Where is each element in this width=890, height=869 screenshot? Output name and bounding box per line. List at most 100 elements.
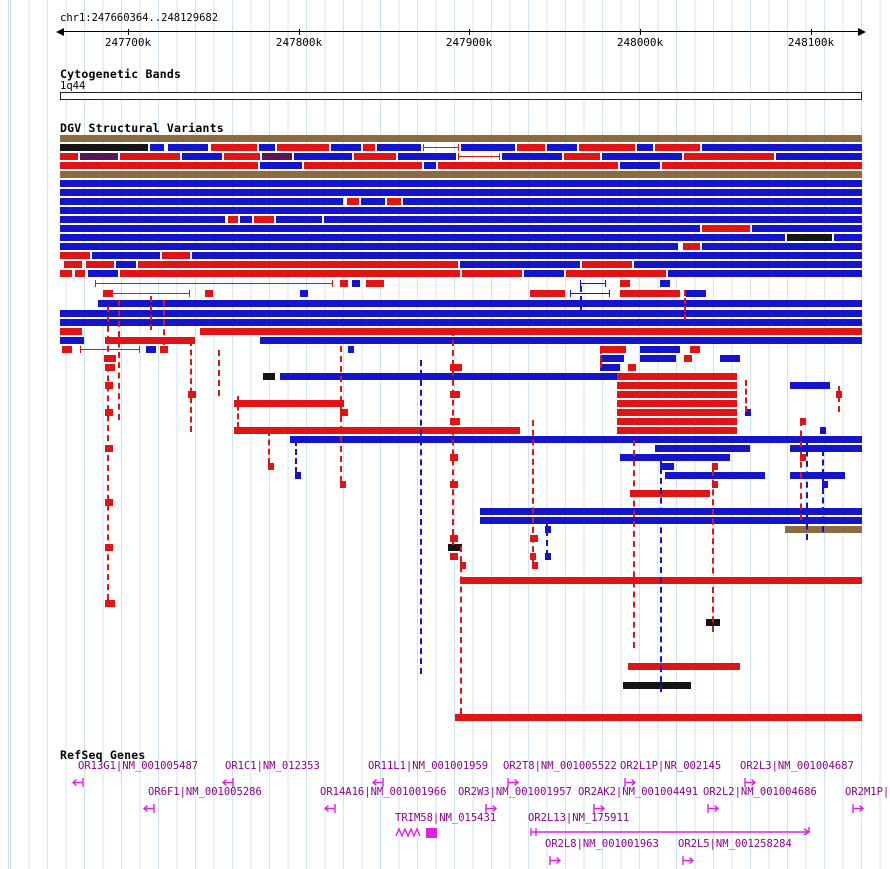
variant-bar[interactable]	[224, 153, 260, 160]
gene-glyph[interactable]	[681, 852, 697, 869]
variant-bar[interactable]	[600, 346, 626, 353]
variant-bar[interactable]	[120, 270, 460, 277]
variant-bar[interactable]	[240, 216, 252, 223]
variant-bar[interactable]	[60, 243, 678, 250]
variant-bar[interactable]	[354, 153, 396, 160]
variant-bar[interactable]	[660, 280, 670, 287]
variant-bar[interactable]	[105, 499, 113, 506]
variant-bar[interactable]	[545, 526, 551, 533]
variant-bar[interactable]	[188, 391, 196, 398]
variant-bar[interactable]	[182, 153, 222, 160]
variant-bar[interactable]	[60, 310, 862, 317]
variant-bar[interactable]	[260, 337, 862, 344]
variant-bar[interactable]	[690, 346, 700, 353]
variant-bar[interactable]	[620, 290, 680, 297]
gene-label[interactable]: OR13G1|NM_001005487	[78, 760, 199, 772]
variant-bar[interactable]	[628, 663, 740, 670]
variant-bar[interactable]	[260, 162, 302, 169]
variant-breakpoint-line[interactable]	[684, 290, 686, 320]
variant-bar[interactable]	[448, 544, 462, 551]
variant-bar[interactable]	[262, 153, 292, 160]
variant-bar[interactable]	[263, 373, 275, 380]
variant-bar[interactable]	[105, 544, 113, 551]
gene-glyph[interactable]	[141, 800, 157, 819]
variant-bar[interactable]	[702, 243, 862, 250]
variant-bar[interactable]	[168, 144, 208, 151]
variant-bar[interactable]	[580, 280, 606, 287]
variant-bar[interactable]	[75, 270, 85, 277]
variant-bar[interactable]	[570, 290, 610, 297]
variant-bar[interactable]	[363, 144, 375, 151]
variant-bar[interactable]	[702, 144, 862, 151]
variant-bar[interactable]	[95, 280, 333, 287]
gene-glyph[interactable]	[743, 774, 759, 793]
variant-bar[interactable]	[103, 290, 113, 297]
variant-bar[interactable]	[234, 400, 344, 407]
variant-breakpoint-line[interactable]	[546, 520, 548, 556]
variant-bar[interactable]	[60, 144, 148, 151]
variant-bar[interactable]	[662, 162, 862, 169]
variant-bar[interactable]	[450, 364, 462, 371]
variant-bar[interactable]	[64, 261, 82, 268]
variant-bar[interactable]	[304, 162, 422, 169]
variant-bar[interactable]	[450, 481, 458, 488]
variant-bar[interactable]	[162, 252, 190, 259]
variant-bar[interactable]	[683, 243, 700, 250]
variant-breakpoint-line[interactable]	[838, 386, 840, 412]
variant-bar[interactable]	[790, 382, 830, 389]
variant-breakpoint-line[interactable]	[150, 296, 152, 330]
variant-bar[interactable]	[617, 382, 737, 389]
variant-bar[interactable]	[517, 144, 545, 151]
variant-bar[interactable]	[146, 346, 156, 353]
variant-bar[interactable]	[524, 270, 564, 277]
variant-bar[interactable]	[566, 270, 666, 277]
variant-bar[interactable]	[702, 225, 750, 232]
variant-bar[interactable]	[80, 153, 118, 160]
variant-bar[interactable]	[377, 144, 421, 151]
variant-bar[interactable]	[686, 290, 706, 297]
variant-bar[interactable]	[105, 382, 113, 389]
variant-bar[interactable]	[105, 445, 113, 452]
variant-bar[interactable]	[424, 162, 436, 169]
variant-bar[interactable]	[200, 328, 862, 335]
variant-bar[interactable]	[268, 463, 274, 470]
variant-bar[interactable]	[617, 391, 737, 398]
gene-label[interactable]: OR14A16|NM_001001966	[320, 786, 447, 798]
gene-label[interactable]: OR2L2|NM_001004686	[703, 786, 817, 798]
gene-label[interactable]: OR1C1|NM_012353	[225, 760, 320, 772]
gene-label[interactable]: OR2T8|NM_001005522	[503, 760, 617, 772]
variant-bar[interactable]	[347, 198, 359, 205]
variant-bar[interactable]	[366, 280, 384, 287]
variant-bar[interactable]	[438, 162, 618, 169]
variant-bar[interactable]	[637, 144, 653, 151]
gene-glyph[interactable]	[592, 800, 608, 819]
gene-glyph[interactable]	[220, 774, 236, 793]
variant-bar[interactable]	[800, 454, 806, 461]
variant-bar[interactable]	[348, 346, 354, 353]
variant-breakpoint-line[interactable]	[295, 440, 297, 473]
variant-bar[interactable]	[530, 535, 538, 542]
gene-label[interactable]: OR2L1P|NR_002145	[620, 760, 722, 772]
variant-bar[interactable]	[290, 436, 862, 443]
variant-bar[interactable]	[60, 225, 700, 232]
variant-bar[interactable]	[228, 216, 238, 223]
variant-breakpoint-line[interactable]	[163, 300, 165, 345]
variant-bar[interactable]	[834, 234, 862, 241]
variant-bar[interactable]	[403, 198, 862, 205]
variant-breakpoint-line[interactable]	[118, 300, 120, 420]
variant-breakpoint-line[interactable]	[800, 420, 802, 520]
variant-breakpoint-line[interactable]	[822, 450, 824, 532]
variant-bar[interactable]	[150, 144, 164, 151]
gene-glyph[interactable]	[623, 774, 639, 793]
variant-breakpoint-line[interactable]	[452, 330, 454, 545]
variant-bar[interactable]	[617, 427, 737, 434]
variant-bar[interactable]	[712, 481, 718, 488]
variant-bar[interactable]	[105, 409, 113, 416]
variant-bar[interactable]	[502, 153, 562, 160]
gene-glyph[interactable]	[370, 774, 386, 793]
variant-bar[interactable]	[640, 346, 680, 353]
variant-breakpoint-line[interactable]	[268, 430, 270, 464]
variant-bar[interactable]	[460, 562, 466, 569]
variant-bar[interactable]	[120, 153, 180, 160]
variant-bar[interactable]	[620, 280, 630, 287]
